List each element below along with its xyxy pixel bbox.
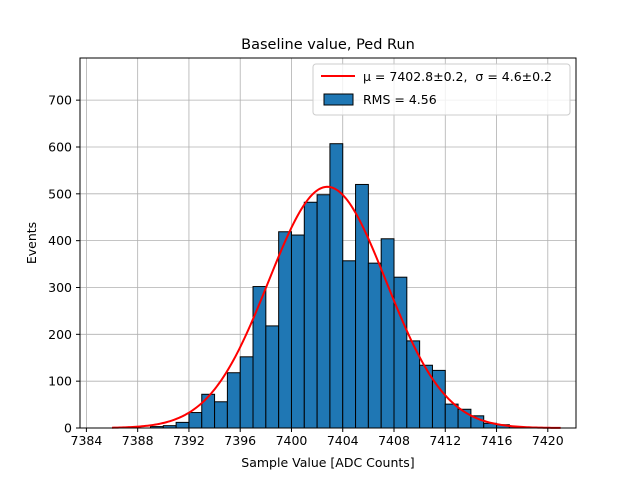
histogram-bar <box>329 143 344 429</box>
x-tick-label: 7392 <box>173 433 205 448</box>
histogram-bar <box>252 286 267 429</box>
x-axis-label: Sample Value [ADC Counts] <box>241 455 414 470</box>
histogram-bars <box>149 143 523 429</box>
histogram-bar <box>265 325 280 429</box>
y-tick-label: 500 <box>48 186 72 201</box>
histogram-bar <box>188 412 203 429</box>
plot-frame <box>79 57 577 429</box>
x-tick-label: 7388 <box>122 433 154 448</box>
x-tick-label: 7384 <box>71 433 103 448</box>
x-tick-label: 7400 <box>276 433 308 448</box>
y-tick-label: 200 <box>48 327 72 342</box>
y-tick-label: 700 <box>48 93 72 108</box>
y-tick-label: 300 <box>48 280 72 295</box>
histogram-bar <box>239 356 254 429</box>
y-tick-label: 600 <box>48 139 72 154</box>
x-tick-label: 7416 <box>481 433 513 448</box>
x-tick-label: 7420 <box>532 433 564 448</box>
y-axis-ticks: 0 100 200 300 400 500 600 700 <box>48 93 80 436</box>
histogram-bar <box>367 262 382 429</box>
x-tick-label: 7408 <box>378 433 410 448</box>
histogram-bar <box>201 393 216 429</box>
histogram-bar <box>380 238 395 429</box>
histogram-bar <box>175 421 190 429</box>
y-tick-label: 400 <box>48 233 72 248</box>
x-tick-label: 7396 <box>224 433 256 448</box>
histogram-bar <box>431 369 446 429</box>
legend: μ = 7402.8±0.2, σ = 4.6±0.2 RMS = 4.56 <box>312 63 571 116</box>
histogram-bar <box>316 194 331 429</box>
chart-title: Baseline value, Ped Run <box>241 37 415 53</box>
histogram-bar <box>355 183 369 429</box>
y-axis-label: Events <box>24 222 39 264</box>
histogram-bar <box>278 231 292 429</box>
x-tick-label: 7412 <box>429 433 461 448</box>
histogram-bar <box>393 276 408 429</box>
y-tick-label: 0 <box>64 421 72 436</box>
legend-histogram-swatch <box>323 93 354 106</box>
histogram-bar <box>214 401 228 429</box>
legend-box <box>312 63 571 116</box>
histogram-bar <box>226 372 241 429</box>
gaussian-fit-curve <box>112 185 561 429</box>
legend-fit-label: μ = 7402.8±0.2, σ = 4.6±0.2 <box>363 69 552 84</box>
x-tick-label: 7404 <box>327 433 359 448</box>
legend-histogram-label: RMS = 4.56 <box>363 92 437 107</box>
histogram-bar <box>444 403 459 429</box>
histogram-bar <box>290 234 305 429</box>
legend-fit-sigma: σ = 4.6±0.2 <box>475 69 552 84</box>
histogram-bar <box>342 260 357 429</box>
x-axis-ticks: 7384 7388 7392 7396 7400 7404 7408 7412 7416 7420 <box>71 428 564 448</box>
y-tick-label: 100 <box>48 374 72 389</box>
legend-fit-mu: μ = 7402.8±0.2, <box>363 69 467 84</box>
histogram-bar <box>303 201 318 429</box>
